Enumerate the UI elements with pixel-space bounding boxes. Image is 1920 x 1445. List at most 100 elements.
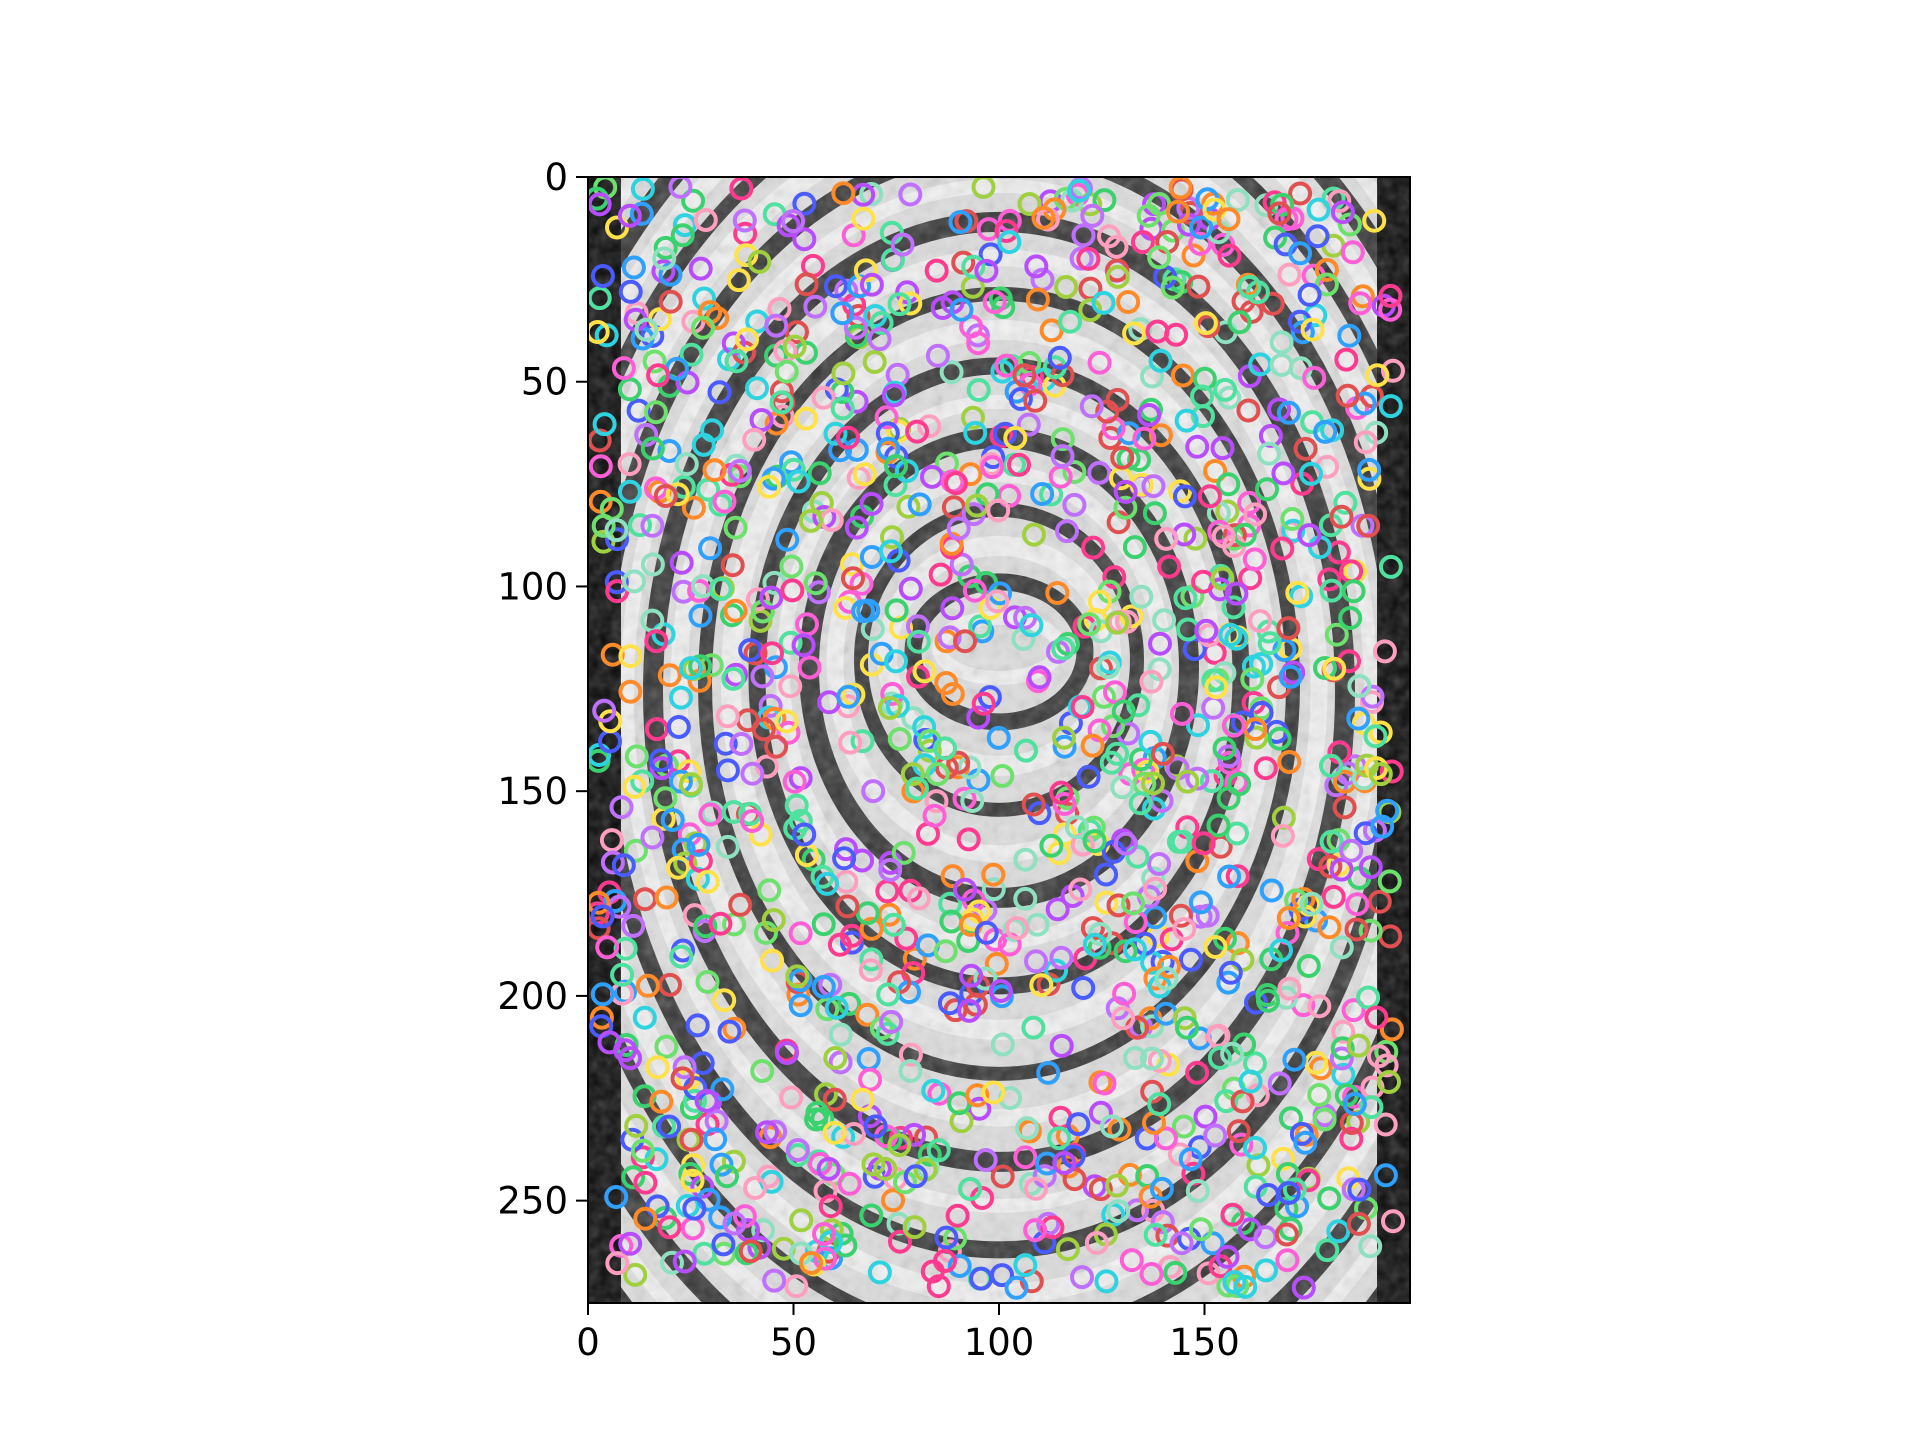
keypoint-circle	[1054, 275, 1079, 299]
keypoint-circle	[1367, 889, 1392, 914]
keypoint-circle	[1097, 224, 1121, 249]
keypoint-circle	[604, 518, 629, 543]
x-axis: 0 50 100 150	[576, 1303, 1240, 1364]
keypoint-circle	[1318, 854, 1343, 879]
keypoint-circle	[591, 529, 616, 554]
keypoint-circle	[887, 292, 912, 317]
keypoint-circle	[1357, 466, 1382, 491]
keypoint-circle	[863, 1114, 888, 1139]
keypoint-circle	[672, 1249, 697, 1274]
keypoint-circle	[832, 846, 857, 871]
keypoint-circle	[981, 862, 1006, 887]
keypoint-circle	[1076, 764, 1101, 789]
keypoint-circle	[658, 972, 682, 997]
keypoint-circle	[843, 315, 868, 340]
keypoint-circle	[902, 946, 927, 971]
keypoint-circle	[1203, 459, 1228, 483]
keypoint-circle	[1113, 495, 1138, 520]
keypoint-circle	[940, 864, 965, 889]
keypoint-circle	[1185, 1060, 1210, 1085]
keypoint-circle	[618, 644, 643, 669]
keypoint-circle	[1218, 622, 1243, 647]
keypoint-circle	[1299, 891, 1324, 916]
keypoint-circle	[767, 296, 792, 321]
keypoint-circle	[844, 515, 869, 540]
keypoint-circle	[688, 256, 713, 281]
keypoint-circle	[1004, 1275, 1029, 1300]
keypoint-circle	[1087, 350, 1112, 375]
keypoint-circle	[774, 709, 799, 734]
keypoint-circle	[1024, 254, 1049, 279]
keypoint-circle	[1136, 203, 1161, 228]
keypoint-circle	[692, 286, 717, 311]
keypoint-circle	[1116, 290, 1141, 314]
keypoint-circle	[1342, 1092, 1367, 1116]
keypoint-circle	[1278, 664, 1303, 689]
keypoint-circle	[803, 294, 828, 319]
keypoint-circle	[695, 869, 720, 894]
keypoint-circle	[610, 962, 635, 987]
keypoint-circle	[657, 663, 682, 688]
keypoint-circle	[1103, 680, 1127, 705]
keypoint-circle	[1172, 917, 1197, 941]
keypoint-circle	[1221, 713, 1246, 738]
keypoint-circle	[617, 479, 642, 504]
keypoint-circle	[761, 908, 786, 932]
keypoint-circle	[1128, 791, 1153, 816]
keypoint-circle	[760, 641, 784, 666]
keypoint-circle	[654, 1034, 679, 1059]
keypoint-circle	[966, 378, 991, 402]
y-tick-label: 200	[497, 975, 568, 1018]
keypoint-circle	[1304, 1050, 1329, 1075]
keypoint-circle	[917, 414, 942, 439]
keypoint-circle	[1212, 736, 1237, 761]
keypoint-circle	[1291, 1275, 1316, 1300]
keypoint-circle	[1203, 1123, 1228, 1148]
keypoint-circle	[1082, 829, 1107, 854]
keypoint-circle	[1039, 833, 1064, 858]
keypoint-circle	[1341, 998, 1366, 1023]
keypoint-circle	[1293, 436, 1318, 461]
keypoint-circle	[1319, 829, 1344, 854]
keypoint-circle	[896, 494, 921, 519]
keypoint-circle	[624, 1113, 649, 1138]
y-tick-label: 100	[497, 565, 568, 608]
keypoint-circle	[924, 258, 949, 283]
keypoint-circle	[982, 290, 1007, 315]
keypoint-circle	[900, 762, 925, 787]
keypoint-circle	[688, 654, 713, 679]
keypoint-circle	[912, 715, 937, 740]
keypoint-circle	[774, 359, 799, 384]
keypoint-circle	[877, 696, 902, 720]
keypoint-circle	[782, 334, 807, 359]
keypoint-circle	[723, 515, 748, 540]
keypoint-circle	[779, 554, 804, 579]
keypoint-circle	[1332, 795, 1357, 820]
keypoint-circle	[920, 1259, 945, 1284]
keypoint-circle	[1226, 1119, 1251, 1144]
keypoint-circle	[905, 419, 930, 444]
keypoint-circle	[1276, 400, 1301, 425]
keypoint-circle	[855, 1002, 880, 1027]
keypoint-circle	[1381, 358, 1405, 383]
keypoint-circle	[1267, 726, 1292, 751]
keypoint-circle	[834, 837, 858, 862]
keypoint-circle	[645, 1055, 670, 1080]
keypoint-circle	[1070, 695, 1095, 719]
keypoint-circle	[1168, 479, 1193, 504]
keypoint-circle	[1220, 1041, 1245, 1066]
keypoint-circle	[1102, 565, 1127, 590]
keypoint-circle	[1066, 1112, 1091, 1137]
keypoint-circle	[858, 958, 883, 983]
keypoint-circle	[1305, 224, 1330, 249]
keypoint-circle	[1317, 1186, 1342, 1211]
keypoint-circle	[1123, 1046, 1148, 1070]
keypoint-circle	[1148, 631, 1172, 656]
keypoint-circle	[1222, 1270, 1247, 1295]
keypoint-circle	[831, 181, 856, 206]
keypoint-circle	[1244, 725, 1269, 750]
keypoint-circle	[1091, 290, 1116, 315]
keypoint-circle	[626, 398, 651, 423]
keypoint-circle	[1049, 945, 1074, 970]
keypoint-circle	[781, 209, 806, 234]
